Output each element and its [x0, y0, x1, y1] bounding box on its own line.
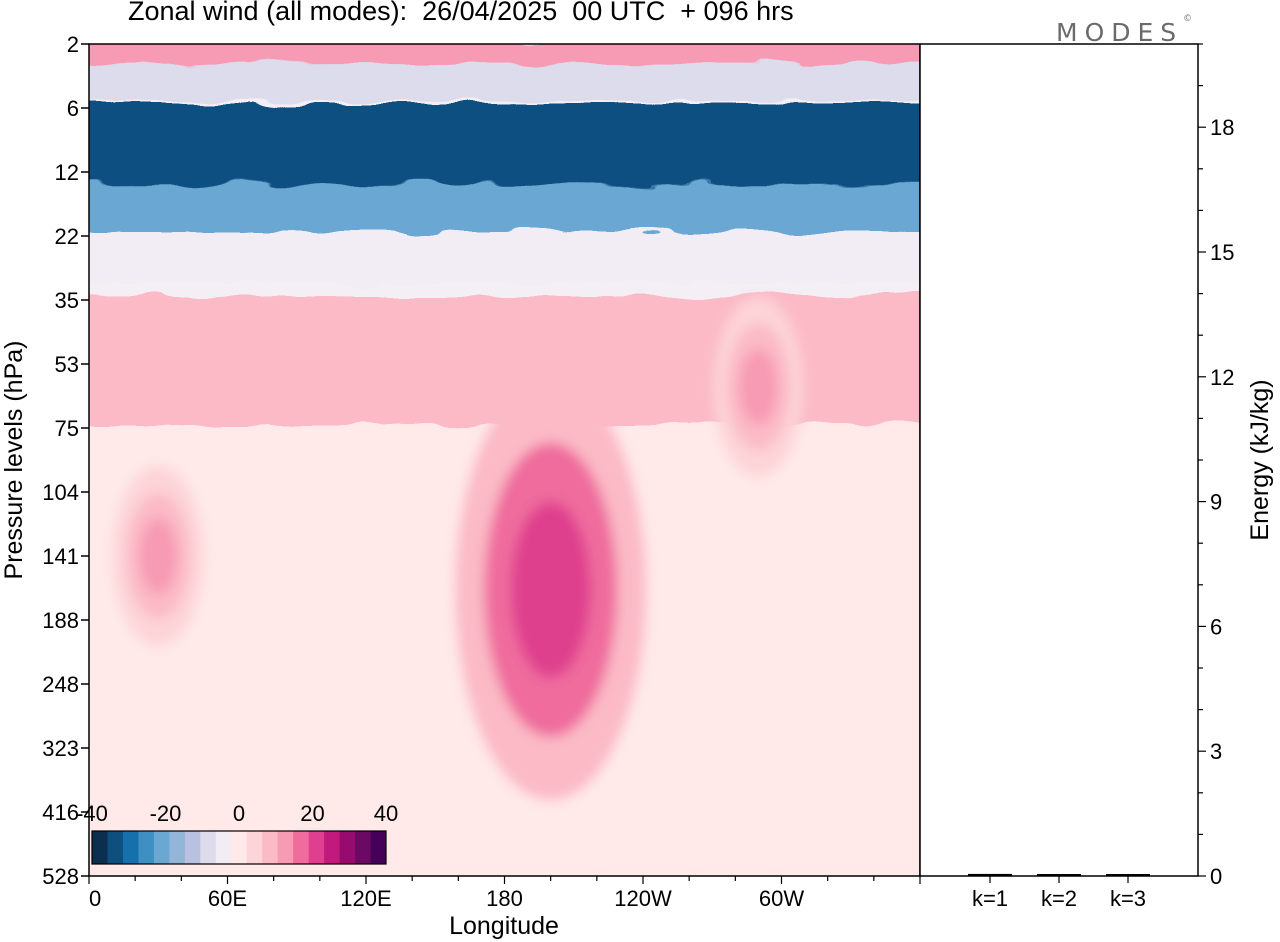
- x-tick-label: 60E: [208, 886, 247, 911]
- colorbar-swatch: [355, 831, 371, 864]
- y-tick-label: 12: [55, 160, 79, 185]
- energy-category-label: k=1: [972, 886, 1008, 911]
- energy-panel-frame: [919, 43, 1199, 877]
- colorbar-swatch: [324, 831, 340, 864]
- y-tick-label: 6: [67, 96, 79, 121]
- wind-band-4: [89, 232, 920, 283]
- energy-tick-label: 3: [1210, 739, 1222, 764]
- colorbar-swatch: [246, 831, 263, 864]
- energy-tick-label: 0: [1210, 864, 1222, 889]
- y-tick-label: 416: [42, 800, 79, 825]
- x-tick-label: 0: [89, 886, 101, 911]
- colorbar-swatch: [92, 831, 108, 864]
- energy-tick-label: 6: [1210, 614, 1222, 639]
- x-tick-label: 120W: [614, 886, 672, 911]
- colorbar: -40 -20 0 20 40: [76, 801, 398, 865]
- y-axis-label: Pressure levels (hPa): [0, 341, 28, 580]
- modes-logo: MODES©: [1056, 14, 1193, 47]
- x-axis-label: Longitude: [449, 912, 559, 940]
- y-tick-label: 75: [55, 416, 79, 441]
- y-tick-label: 248: [42, 672, 79, 697]
- energy-bar-k=3: [1106, 874, 1150, 876]
- longitude-axis: 0 60E 120E 180 120W 60W: [88, 876, 921, 911]
- wind-feature-2-level-2: [739, 349, 778, 425]
- colorbar-label: -40: [76, 801, 108, 826]
- wind-features: [113, 296, 804, 800]
- pressure-axis: 2 6 12 22 35 53 75 104 141 188 248 323 416 528: [42, 32, 89, 889]
- y-tick-label: 53: [55, 352, 79, 377]
- colorbar-swatch: [184, 831, 201, 864]
- colorbar-swatch: [370, 831, 387, 864]
- colorbar-frame: [91, 830, 387, 865]
- colorbar-swatch: [200, 831, 217, 864]
- colorbar-swatch: [231, 831, 248, 864]
- colorbar-label: -20: [150, 801, 182, 826]
- energy-tick-label: 15: [1210, 240, 1234, 265]
- y-tick-label: 2: [67, 32, 79, 57]
- energy-tick-label: 9: [1210, 490, 1222, 515]
- colorbar-swatch: [122, 831, 139, 864]
- wind-band-1: [89, 63, 920, 102]
- energy-bar-k=2: [1037, 874, 1081, 876]
- colorbar-label: 40: [374, 801, 398, 826]
- energy-axis-label: Energy (kJ/kg): [1246, 379, 1274, 540]
- colorbar-swatch: [153, 831, 170, 864]
- wind-band-2: [89, 104, 920, 193]
- energy-panel: 0 3 6 9 12 15 18 k=1 k=2 k=3: [968, 43, 1234, 911]
- y-tick-label: 35: [55, 288, 79, 313]
- colorbar-label: 20: [300, 801, 324, 826]
- copyright-mark: ©: [1183, 14, 1193, 24]
- energy-tick-label: 18: [1210, 115, 1234, 140]
- energy-category-label: k=3: [1110, 886, 1146, 911]
- colorbar-swatch: [138, 831, 155, 864]
- colorbar-swatch: [262, 831, 279, 864]
- x-tick-label: 180: [486, 886, 523, 911]
- chart-title: Zonal wind (all modes): 26/04/2025 00 UT…: [128, 0, 794, 26]
- x-tick-label: 60W: [759, 886, 804, 911]
- energy-bar-k=1: [968, 873, 1012, 876]
- colorbar-swatch: [339, 831, 356, 864]
- y-tick-label: 22: [55, 224, 79, 249]
- wind-feature-0-level-2: [510, 501, 591, 678]
- y-tick-label: 141: [42, 544, 79, 569]
- colorbar-swatch: [215, 831, 232, 864]
- colorbar-swatch: [107, 831, 124, 864]
- colorbar-swatch: [293, 831, 310, 864]
- y-tick-label: 104: [42, 480, 79, 505]
- heatmap-plot: [89, 44, 920, 876]
- energy-tick-label: 12: [1210, 365, 1234, 390]
- y-tick-label: 528: [42, 864, 79, 889]
- y-tick-label: 323: [42, 736, 79, 761]
- colorbar-swatch: [169, 831, 186, 864]
- colorbar-swatch: [277, 831, 294, 864]
- colorbar-label: 0: [233, 801, 245, 826]
- wind-band-3: [89, 184, 920, 240]
- colorbar-swatch: [308, 831, 325, 864]
- y-tick-label: 188: [42, 608, 79, 633]
- energy-category-label: k=2: [1041, 886, 1077, 911]
- x-tick-label: 120E: [340, 886, 391, 911]
- wind-feature-1-level-2: [139, 518, 178, 594]
